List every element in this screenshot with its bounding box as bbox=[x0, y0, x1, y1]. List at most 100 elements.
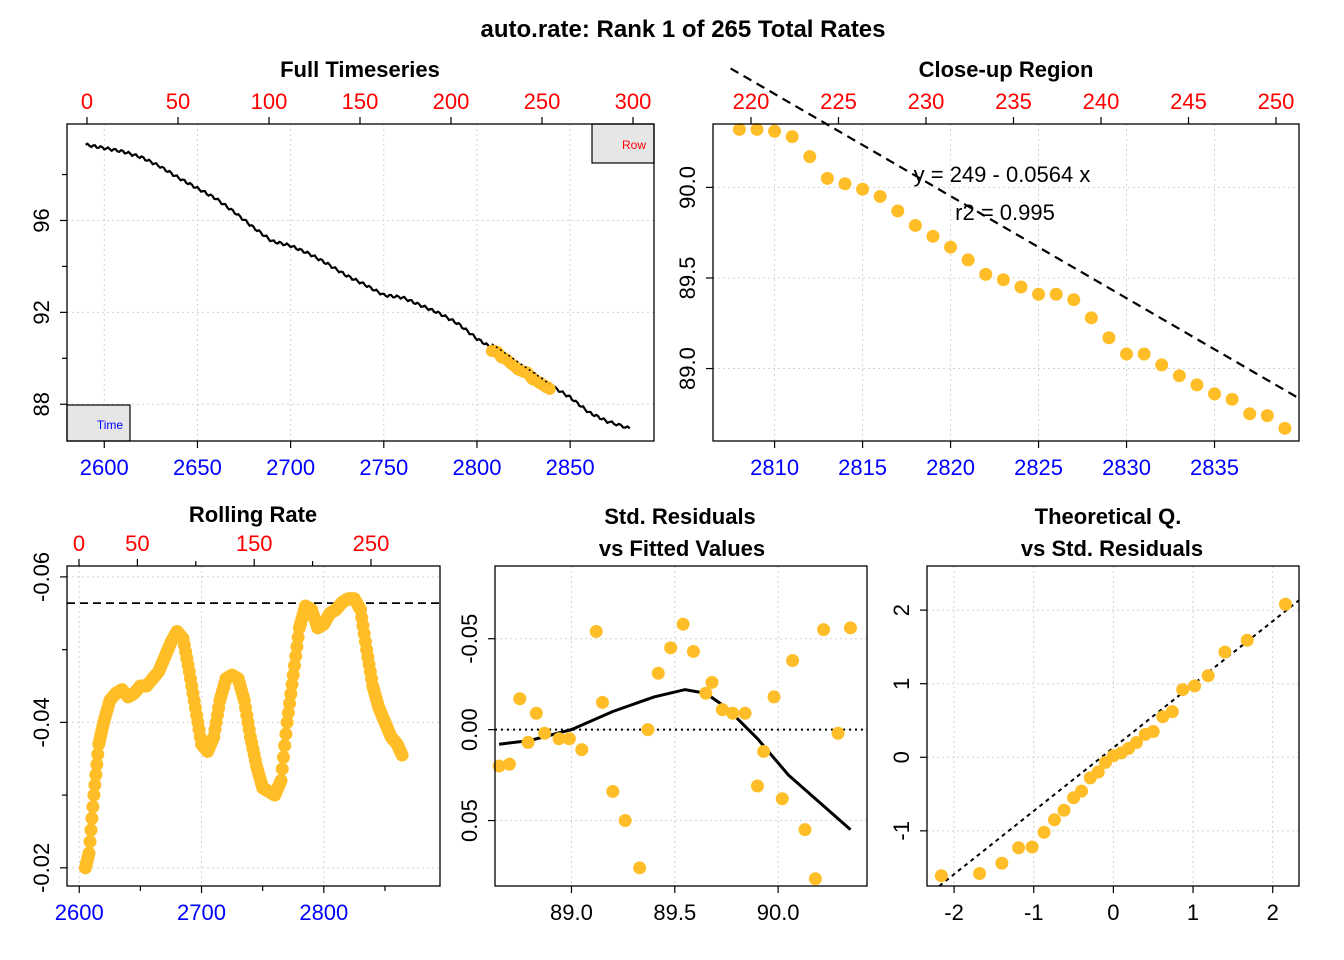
top-tick-label: 235 bbox=[995, 89, 1032, 114]
x-tick-label: 89.5 bbox=[653, 900, 696, 925]
residual-point bbox=[715, 703, 729, 717]
x-tick-label: 2825 bbox=[1014, 455, 1063, 480]
data-point bbox=[1225, 392, 1239, 406]
residual-point bbox=[618, 814, 632, 828]
panel-full-timeseries: Full Timeseries 2600 2650 2700 2750 2800 2850… bbox=[29, 57, 655, 480]
residual-point bbox=[529, 706, 543, 720]
x-tick-label: 2815 bbox=[838, 455, 887, 480]
data-point bbox=[732, 122, 746, 136]
residual-point bbox=[606, 784, 620, 798]
qq-point bbox=[1025, 840, 1039, 854]
plot-frame bbox=[66, 123, 655, 442]
residual-point bbox=[775, 792, 789, 806]
top-tick-label: 150 bbox=[342, 89, 379, 114]
data-point bbox=[750, 122, 764, 136]
x-tick-label: 2750 bbox=[359, 455, 408, 480]
residual-point bbox=[538, 726, 552, 740]
smooth-line bbox=[498, 688, 852, 831]
top-tick-label: 230 bbox=[908, 89, 945, 114]
row-legend-label: Row bbox=[622, 138, 646, 152]
rolling-rate-point bbox=[283, 696, 297, 710]
top-tick-label: 245 bbox=[1170, 89, 1207, 114]
y-tick-label: 89.0 bbox=[675, 347, 700, 390]
data-point bbox=[1067, 293, 1081, 307]
residual-point bbox=[686, 644, 700, 658]
y-tick-label: 96 bbox=[29, 208, 54, 232]
y-tick-label: 0.00 bbox=[457, 708, 482, 751]
rolling-rate-point bbox=[281, 706, 295, 720]
x-tick-label: 2600 bbox=[55, 900, 104, 925]
data-point bbox=[996, 273, 1010, 287]
rolling-rate-point bbox=[278, 739, 292, 753]
residual-point bbox=[502, 757, 516, 771]
panel-closeup-region: Close-up Region 2810 2815 2820 2825 2830 2835… bbox=[675, 57, 1300, 480]
x-tick-label: 2800 bbox=[452, 455, 501, 480]
rolling-rate-point bbox=[287, 659, 301, 673]
rolling-rate-point bbox=[83, 835, 97, 849]
rolling-rate-point bbox=[290, 640, 304, 654]
plot-frame bbox=[66, 565, 441, 887]
rolling-rate-point bbox=[82, 846, 96, 860]
top-tick-label: 220 bbox=[733, 89, 770, 114]
panel-title-line-2: vs Std. Residuals bbox=[1021, 536, 1203, 561]
rolling-rate-point bbox=[395, 748, 409, 762]
data-point bbox=[803, 150, 817, 164]
y-tick-label: -0.06 bbox=[29, 552, 54, 602]
qq-point bbox=[1129, 736, 1143, 750]
data-point bbox=[1014, 280, 1028, 294]
row-legend-box bbox=[591, 123, 655, 164]
data-point bbox=[908, 218, 922, 232]
data-point bbox=[768, 124, 782, 138]
panel-qq: Theoretical Q. vs Std. Residuals -2 -1 0 1 2… bbox=[889, 504, 1300, 925]
residual-point bbox=[798, 823, 812, 837]
data-point bbox=[1084, 311, 1098, 325]
y-tick-label: 90.0 bbox=[675, 166, 700, 209]
x-tick-label: 2700 bbox=[177, 900, 226, 925]
residual-point bbox=[767, 690, 781, 704]
qq-point bbox=[1201, 669, 1215, 683]
data-point bbox=[1155, 358, 1169, 372]
data-point bbox=[1120, 347, 1134, 361]
top-tick-label: 250 bbox=[524, 89, 561, 114]
plot-frame bbox=[712, 123, 1300, 442]
highlight-fit-line bbox=[491, 343, 551, 385]
residual-point bbox=[492, 759, 506, 773]
highlight-point bbox=[543, 382, 556, 395]
qq-point bbox=[1240, 633, 1254, 647]
qq-point bbox=[995, 856, 1009, 870]
data-point bbox=[1032, 287, 1046, 301]
x-tick-label: 2835 bbox=[1190, 455, 1239, 480]
rolling-rate-point bbox=[289, 649, 303, 663]
rolling-rate-point bbox=[285, 678, 299, 692]
plot-frame bbox=[494, 565, 868, 887]
x-tick-label: 2830 bbox=[1102, 455, 1151, 480]
top-tick-label: 250 bbox=[353, 531, 390, 556]
plot-frame bbox=[926, 565, 1300, 887]
fit-r2: r2 = 0.995 bbox=[955, 200, 1055, 225]
x-tick-label: 2820 bbox=[926, 455, 975, 480]
y-tick-label: 92 bbox=[29, 300, 54, 324]
x-tick-label: 2 bbox=[1267, 900, 1279, 925]
qq-point bbox=[1165, 705, 1179, 719]
residual-point bbox=[843, 621, 857, 635]
residual-point bbox=[676, 617, 690, 631]
qq-point bbox=[1075, 784, 1089, 798]
qq-point bbox=[1037, 825, 1051, 839]
data-point bbox=[926, 229, 940, 243]
y-tick-label: -1 bbox=[889, 821, 914, 841]
rolling-rate-point bbox=[284, 687, 298, 701]
qq-point bbox=[1146, 725, 1160, 739]
qq-point bbox=[1012, 841, 1026, 855]
fit-line bbox=[730, 67, 1300, 400]
x-tick-label: 0 bbox=[1107, 900, 1119, 925]
rolling-rate-point bbox=[87, 788, 101, 802]
qq-point bbox=[1218, 645, 1232, 659]
top-tick-label: 200 bbox=[433, 89, 470, 114]
data-point bbox=[838, 177, 852, 191]
qq-point bbox=[934, 869, 948, 883]
top-tick-label: 100 bbox=[251, 89, 288, 114]
y-tick-label: 0 bbox=[889, 751, 914, 763]
time-legend-label: Time bbox=[97, 418, 124, 432]
residual-point bbox=[808, 872, 822, 886]
residual-point bbox=[641, 723, 655, 737]
